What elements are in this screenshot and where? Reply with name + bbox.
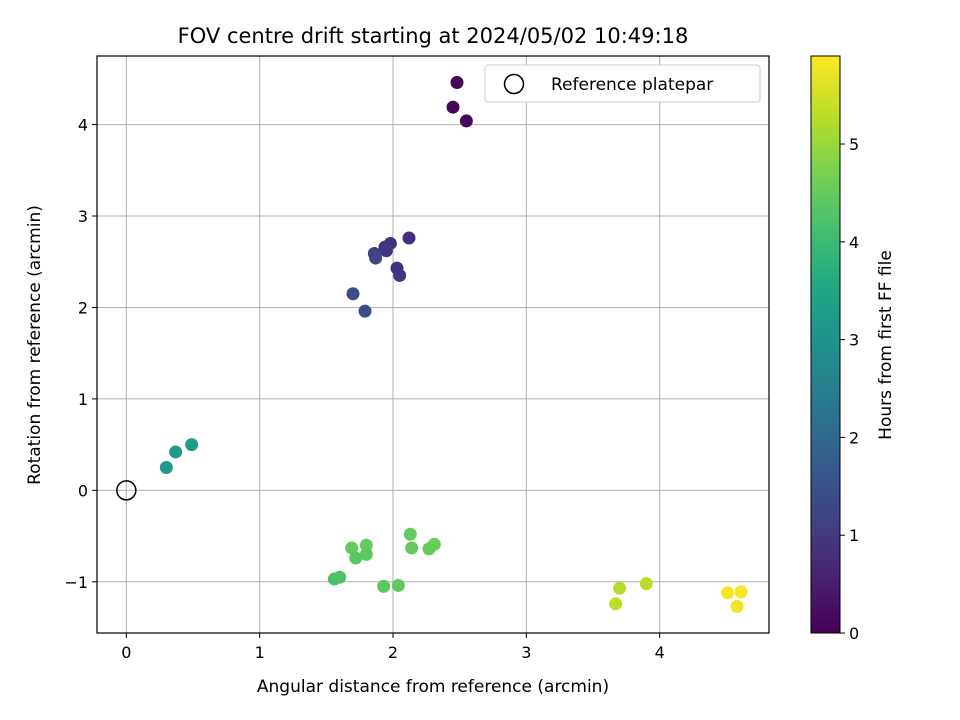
data-point	[450, 76, 464, 90]
data-point	[185, 438, 199, 452]
colorbar-tick-label: 1	[849, 526, 859, 545]
data-point	[169, 445, 183, 459]
data-point	[459, 114, 473, 128]
colorbar-tick-label: 3	[849, 331, 859, 350]
y-axis-label: Rotation from reference (arcmin)	[25, 205, 45, 485]
colorbar-tick-label: 4	[849, 233, 859, 252]
colorbar-tick-label: 0	[849, 624, 859, 643]
x-tick-label: 0	[121, 643, 131, 662]
data-point	[403, 527, 417, 541]
legend: Reference platepar	[484, 64, 761, 103]
data-point	[379, 244, 393, 258]
y-tick-label: 2	[78, 298, 88, 317]
colorbar-gradient	[810, 55, 841, 634]
axes-frame	[96, 55, 770, 634]
legend-entry-reference-platepar: Reference platepar	[551, 75, 713, 95]
data-point	[422, 542, 436, 556]
plot-area: 0 1 2 3 4 −1 0 1 2 3 4	[64, 55, 770, 662]
y-tick-label: 0	[78, 481, 88, 500]
y-tick-label: 3	[78, 207, 88, 226]
x-tick-label: 4	[655, 643, 665, 662]
colorbar-tick-label: 5	[849, 135, 859, 154]
x-tick-label: 3	[521, 643, 531, 662]
data-point	[393, 268, 407, 282]
legend-marker	[503, 73, 525, 95]
y-tick-label: −1	[64, 573, 88, 592]
data-point	[609, 597, 623, 611]
data-point	[391, 578, 405, 592]
data-point	[446, 100, 460, 114]
data-point	[345, 541, 359, 555]
colorbar: 0 1 2 3 4 5	[810, 55, 859, 643]
data-point	[402, 231, 416, 245]
chart-title: FOV centre drift starting at 2024/05/02 …	[178, 24, 689, 48]
data-point	[159, 460, 173, 474]
colorbar-label: Hours from first FF file	[876, 250, 896, 440]
data-point	[359, 538, 373, 552]
data-point	[405, 541, 419, 555]
y-tick-label: 1	[78, 390, 88, 409]
x-axis-label: Angular distance from reference (arcmin)	[257, 677, 609, 697]
data-point	[349, 551, 363, 565]
y-tick-label: 4	[78, 116, 88, 135]
data-point	[730, 599, 744, 613]
reference-point	[116, 480, 137, 501]
x-tick-label: 2	[388, 643, 398, 662]
data-point	[721, 586, 735, 600]
data-point	[333, 570, 347, 584]
data-point	[734, 585, 748, 599]
data-point	[358, 304, 372, 318]
data-point	[359, 547, 373, 561]
data-point	[346, 287, 360, 301]
legend-box	[484, 64, 761, 103]
data-point	[613, 581, 627, 595]
data-point	[377, 579, 391, 593]
colorbar-tick-label: 2	[849, 428, 859, 447]
data-point	[639, 577, 653, 591]
data-point	[369, 251, 383, 265]
x-tick-label: 1	[255, 643, 265, 662]
